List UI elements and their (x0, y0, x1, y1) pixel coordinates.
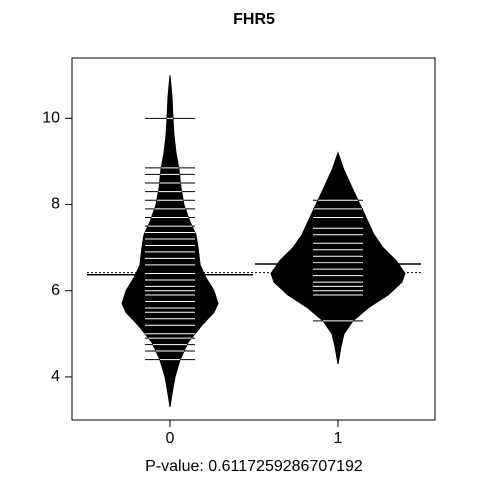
bean (121, 75, 219, 408)
plot-frame (71, 57, 436, 421)
y-tick-label: 6 (51, 282, 60, 299)
y-tick-label: 4 (51, 368, 60, 385)
y-tick-label: 8 (51, 196, 60, 213)
x-tick-label: 1 (334, 430, 343, 447)
x-tick-label: 0 (166, 430, 175, 447)
y-tick-label: 10 (42, 110, 60, 127)
chart-title: FHR5 (233, 11, 275, 28)
bean (270, 151, 406, 365)
x-axis-label: P-value: 0.6117259286707192 (145, 458, 363, 475)
